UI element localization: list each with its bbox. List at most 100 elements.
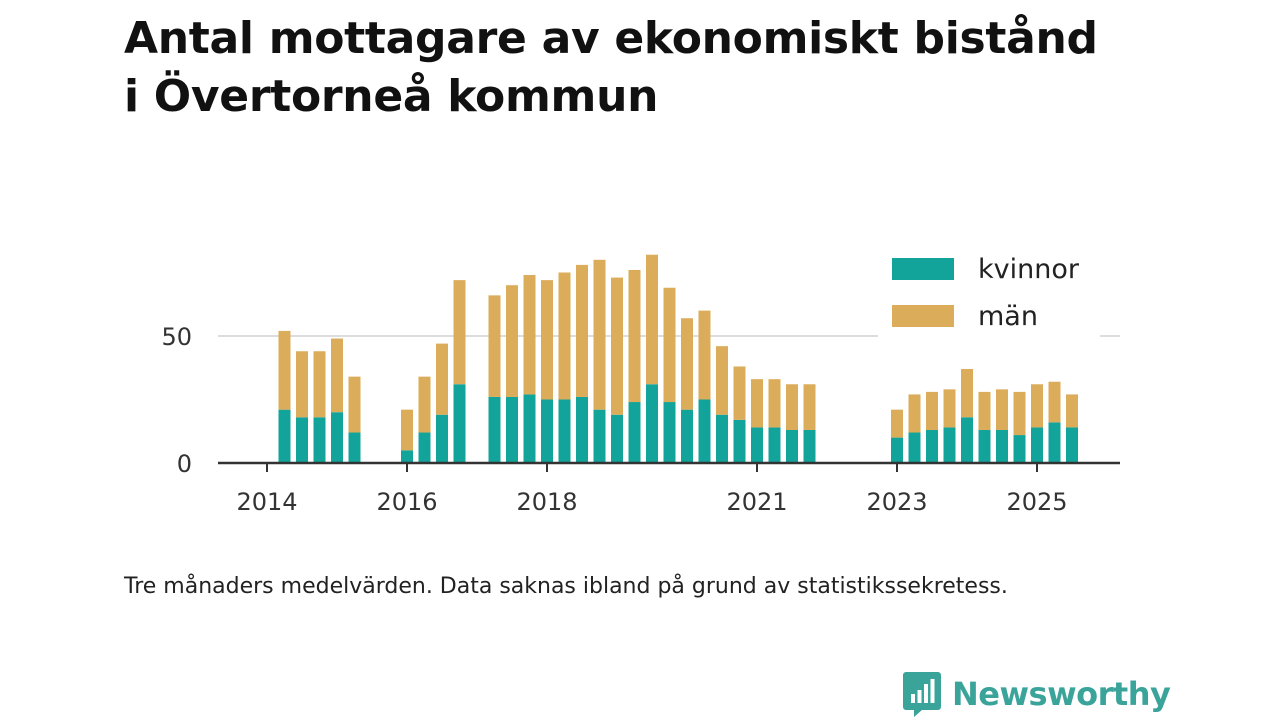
bar-man-2025-Q3 — [1066, 394, 1078, 428]
bar-man-2020-Q2 — [698, 310, 711, 400]
legend: kvinnor män — [878, 246, 1100, 338]
chart-title-line-1: Antal mottagare av ekonomiskt bistånd — [124, 13, 1098, 64]
bar-man-2021-Q3 — [786, 384, 798, 430]
bar-man-2019-Q1 — [611, 277, 623, 415]
bar-kvinnor-2019-Q3 — [646, 384, 658, 463]
bar-man-2017-Q4 — [523, 275, 536, 395]
bar-kvinnor-2025-Q3 — [1066, 427, 1078, 463]
chart-title-line-2: i Övertorneå kommun — [124, 71, 659, 122]
bar-man-2016-Q1 — [401, 409, 413, 451]
bar-man-2024-Q3 — [996, 389, 1008, 430]
bar-man-2018-Q2 — [558, 272, 571, 400]
bar-man-2017-Q3 — [506, 285, 518, 397]
footnote: Tre månaders medelvärden. Data saknas ib… — [124, 574, 1008, 599]
bar-man-2019-Q4 — [663, 287, 676, 403]
bar-man-2021-Q4 — [803, 384, 816, 430]
bar-kvinnor-2016-Q1 — [401, 450, 413, 463]
bar-man-2018-Q3 — [576, 264, 588, 397]
axes: 0 50 2014 2016 2018 2021 2023 2025 — [161, 323, 1120, 516]
bar-kvinnor-2025-Q2 — [1048, 422, 1061, 463]
bar-man-2023-Q2 — [908, 394, 921, 433]
bars — [278, 254, 1078, 463]
legend-swatch-0 — [892, 258, 954, 280]
bar-man-2024-Q4 — [1013, 391, 1026, 436]
brand-name: Newsworthy — [952, 675, 1171, 713]
bar-man-2025-Q1 — [1031, 384, 1043, 428]
bar-man-2025-Q2 — [1048, 381, 1061, 423]
x-tick-label: 2025 — [1006, 488, 1067, 516]
bar-kvinnor-2020-Q1 — [681, 409, 693, 463]
newsworthy-logo[interactable]: Newsworthy — [902, 670, 1171, 718]
bar-man-2023-Q1 — [891, 409, 903, 438]
bar-kvinnor-2024-Q4 — [1013, 435, 1026, 463]
bar-kvinnor-2023-Q1 — [891, 437, 903, 463]
bar-kvinnor-2016-Q3 — [436, 414, 448, 463]
bar-man-2024-Q2 — [978, 391, 991, 430]
bar-man-2020-Q4 — [733, 366, 746, 420]
bar-man-2023-Q3 — [926, 391, 938, 430]
bar-kvinnor-2014-Q4 — [313, 417, 326, 463]
bar-man-2021-Q1 — [751, 379, 763, 428]
bar-kvinnor-2021-Q1 — [751, 427, 763, 463]
bar-man-2014-Q2 — [278, 330, 291, 410]
bar-kvinnor-2018-Q3 — [576, 396, 588, 463]
bar-kvinnor-2023-Q2 — [908, 432, 921, 463]
bar-kvinnor-2018-Q4 — [593, 409, 606, 463]
bar-kvinnor-2014-Q2 — [278, 409, 291, 463]
bar-kvinnor-2019-Q4 — [663, 402, 676, 463]
legend-swatch-1 — [892, 305, 954, 327]
bar-man-2021-Q2 — [768, 379, 781, 428]
bar-man-2015-Q2 — [348, 376, 361, 433]
bar-man-2019-Q3 — [646, 254, 658, 385]
bar-kvinnor-2020-Q3 — [716, 414, 728, 463]
bar-kvinnor-2020-Q2 — [698, 399, 711, 463]
bar-kvinnor-2020-Q4 — [733, 419, 746, 463]
bar-man-2024-Q1 — [961, 369, 973, 418]
bar-chart-speech-bubble-icon — [903, 672, 941, 717]
bar-kvinnor-2017-Q3 — [506, 396, 518, 463]
x-tick-label: 2014 — [236, 488, 297, 516]
bar-kvinnor-2016-Q4 — [453, 384, 466, 463]
bar-man-2023-Q4 — [943, 389, 956, 428]
bar-kvinnor-2021-Q4 — [803, 429, 816, 463]
bar-kvinnor-2019-Q2 — [628, 402, 641, 463]
bar-kvinnor-2014-Q3 — [296, 417, 308, 463]
bar-kvinnor-2015-Q2 — [348, 432, 361, 463]
bar-man-2016-Q2 — [418, 376, 431, 433]
bar-man-2015-Q1 — [331, 338, 343, 413]
x-tick-label: 2016 — [376, 488, 437, 516]
bar-man-2014-Q4 — [313, 351, 326, 418]
bar-man-2019-Q2 — [628, 269, 641, 403]
bar-man-2014-Q3 — [296, 351, 308, 418]
bar-kvinnor-2024-Q3 — [996, 429, 1008, 463]
bar-kvinnor-2024-Q1 — [961, 417, 973, 463]
bar-kvinnor-2021-Q2 — [768, 427, 781, 463]
bar-man-2018-Q1 — [541, 280, 553, 400]
bar-kvinnor-2025-Q1 — [1031, 427, 1043, 463]
bar-man-2020-Q1 — [681, 318, 693, 410]
bar-kvinnor-2017-Q2 — [488, 396, 501, 463]
bar-kvinnor-2023-Q4 — [943, 427, 956, 463]
bar-kvinnor-2023-Q3 — [926, 429, 938, 463]
x-tick-label: 2023 — [866, 488, 927, 516]
x-tick-label: 2021 — [726, 488, 787, 516]
y-tick-label: 0 — [177, 450, 192, 478]
bar-man-2016-Q3 — [436, 343, 448, 415]
bar-kvinnor-2018-Q1 — [541, 399, 553, 463]
stacked-bar-chart: 0 50 2014 2016 2018 2021 2023 2025 kvinnor män — [161, 246, 1120, 516]
bar-kvinnor-2016-Q2 — [418, 432, 431, 463]
bar-man-2017-Q2 — [488, 295, 501, 397]
chart-title: Antal mottagare av ekonomiskt bistånd i … — [124, 10, 1224, 126]
bar-man-2016-Q4 — [453, 280, 466, 385]
legend-label: kvinnor — [978, 254, 1080, 285]
legend-label: män — [978, 301, 1038, 332]
x-tick-label: 2018 — [516, 488, 577, 516]
bar-kvinnor-2017-Q4 — [523, 394, 536, 463]
bar-kvinnor-2021-Q3 — [786, 429, 798, 463]
bar-kvinnor-2018-Q2 — [558, 399, 571, 463]
y-tick-label: 50 — [161, 323, 192, 351]
bar-man-2018-Q4 — [593, 259, 606, 410]
bar-man-2020-Q3 — [716, 346, 728, 415]
bar-kvinnor-2019-Q1 — [611, 414, 623, 463]
bar-kvinnor-2015-Q1 — [331, 412, 343, 463]
